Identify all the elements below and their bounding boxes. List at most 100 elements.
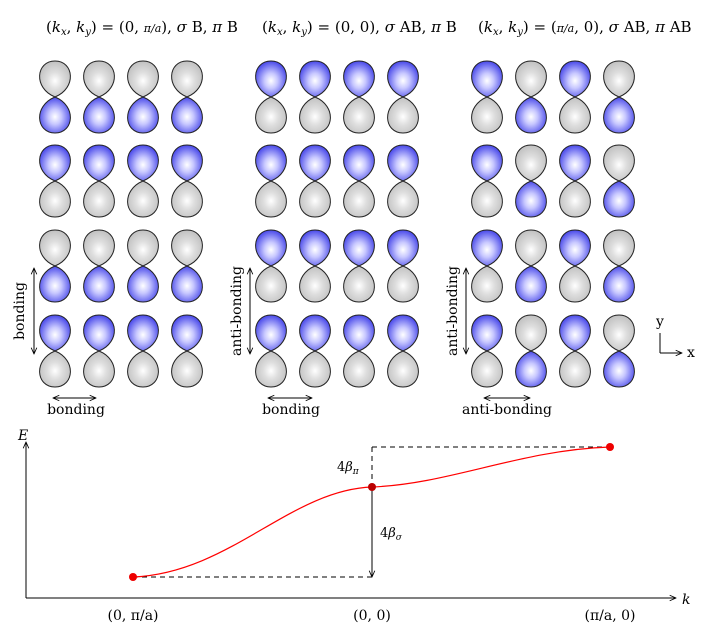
- orbital-lobe-bottom: [387, 265, 419, 303]
- orbital-lobe-bottom: [299, 350, 331, 388]
- orbital-lobe-bottom: [39, 180, 71, 218]
- p-orbital: [83, 229, 115, 303]
- point-middle: [368, 483, 376, 491]
- orbital-grid-1: [255, 60, 419, 388]
- orbital-lobe-top: [39, 314, 71, 352]
- orbital-lobe-bottom: [171, 265, 203, 303]
- orbital-lobe-bottom: [603, 96, 635, 134]
- orbital-lobe-top: [343, 314, 375, 352]
- point-start: [129, 573, 137, 581]
- horizontal-label: bonding: [47, 402, 105, 418]
- p-orbital: [127, 314, 159, 388]
- orbital-lobe-top: [127, 144, 159, 182]
- orbital-lobe-top: [387, 314, 419, 352]
- p-orbital: [39, 229, 71, 303]
- orbital-lobe-top: [559, 314, 591, 352]
- p-orbital: [471, 144, 503, 218]
- p-orbital: [39, 60, 71, 134]
- orbital-lobe-bottom: [559, 96, 591, 134]
- orbital-lobe-top: [603, 60, 635, 98]
- orbital-lobe-bottom: [343, 180, 375, 218]
- p-orbital: [387, 314, 419, 388]
- orbital-lobe-top: [471, 144, 503, 182]
- vertical-label: bonding: [12, 282, 28, 340]
- orbital-lobe-bottom: [603, 265, 635, 303]
- p-orbital: [299, 60, 331, 134]
- orbital-lobe-top: [171, 314, 203, 352]
- orbital-grid-0: [39, 60, 203, 388]
- horizontal-label: anti-bonding: [462, 402, 552, 418]
- orbital-lobe-top: [471, 229, 503, 267]
- orbital-lobe-bottom: [171, 96, 203, 134]
- orbital-lobe-bottom: [127, 96, 159, 134]
- k-tick-2: (π/a, 0): [585, 608, 636, 624]
- orbital-lobe-bottom: [299, 96, 331, 134]
- panel-0: (kx, ky) = (0, π/a), σ B, π B: [46, 18, 238, 38]
- orbital-lobe-top: [299, 314, 331, 352]
- k-tick-1: (0, 0): [353, 608, 391, 624]
- orbital-lobe-top: [299, 144, 331, 182]
- orbital-lobe-bottom: [515, 96, 547, 134]
- p-orbital: [343, 314, 375, 388]
- panel-title: (kx, ky) = (0, 0), σ AB, π B: [262, 18, 457, 38]
- orbital-lobe-top: [255, 229, 287, 267]
- p-orbital: [603, 60, 635, 134]
- p-orbital: [127, 144, 159, 218]
- orbital-lobe-bottom: [39, 350, 71, 388]
- p-orbital: [127, 60, 159, 134]
- orbital-lobe-bottom: [127, 350, 159, 388]
- x-key-label: x: [687, 345, 695, 361]
- orbital-lobe-bottom: [471, 265, 503, 303]
- p-orbital: [255, 229, 287, 303]
- panel-title: (kx, ky) = (π/a, 0), σ AB, π AB: [478, 18, 692, 38]
- orbital-lobe-bottom: [471, 350, 503, 388]
- orbital-lobe-top: [83, 229, 115, 267]
- axes-key: y x: [655, 314, 695, 361]
- p-orbital: [343, 60, 375, 134]
- p-orbital: [83, 314, 115, 388]
- p-orbital: [255, 314, 287, 388]
- orbital-lobe-bottom: [127, 265, 159, 303]
- orbital-lobe-top: [515, 60, 547, 98]
- orbital-lobe-top: [39, 229, 71, 267]
- orbital-lobe-top: [559, 144, 591, 182]
- p-orbital: [559, 314, 591, 388]
- interaction-labels: bonding bonding anti-bonding bonding ant…: [12, 266, 552, 418]
- p-orbital: [171, 60, 203, 134]
- p-orbital: [387, 144, 419, 218]
- orbital-grids: [39, 60, 635, 388]
- orbital-lobe-bottom: [471, 180, 503, 218]
- p-orbital: [515, 314, 547, 388]
- orbital-lobe-top: [127, 60, 159, 98]
- orbital-lobe-bottom: [515, 265, 547, 303]
- p-orbital: [387, 229, 419, 303]
- orbital-lobe-top: [39, 144, 71, 182]
- orbital-lobe-top: [515, 229, 547, 267]
- orbital-grid-2: [471, 60, 635, 388]
- orbital-lobe-bottom: [471, 96, 503, 134]
- orbital-lobe-bottom: [299, 265, 331, 303]
- p-orbital: [603, 144, 635, 218]
- p-orbital: [343, 144, 375, 218]
- p-orbital: [299, 229, 331, 303]
- p-orbital: [515, 60, 547, 134]
- orbital-lobe-bottom: [255, 96, 287, 134]
- orbital-lobe-bottom: [387, 96, 419, 134]
- orbital-lobe-bottom: [603, 350, 635, 388]
- orbital-lobe-bottom: [255, 180, 287, 218]
- p-orbital: [515, 144, 547, 218]
- p-orbital: [39, 144, 71, 218]
- orbital-lobe-top: [171, 144, 203, 182]
- point-end: [606, 443, 614, 451]
- orbital-lobe-bottom: [255, 350, 287, 388]
- p-orbital: [603, 314, 635, 388]
- orbital-lobe-top: [603, 144, 635, 182]
- p-orbital: [127, 229, 159, 303]
- orbital-lobe-top: [603, 229, 635, 267]
- p-orbital: [515, 229, 547, 303]
- orbital-lobe-bottom: [559, 180, 591, 218]
- gap-sigma-label: 4βσ: [380, 526, 403, 543]
- p-orbital: [299, 314, 331, 388]
- orbital-lobe-top: [559, 229, 591, 267]
